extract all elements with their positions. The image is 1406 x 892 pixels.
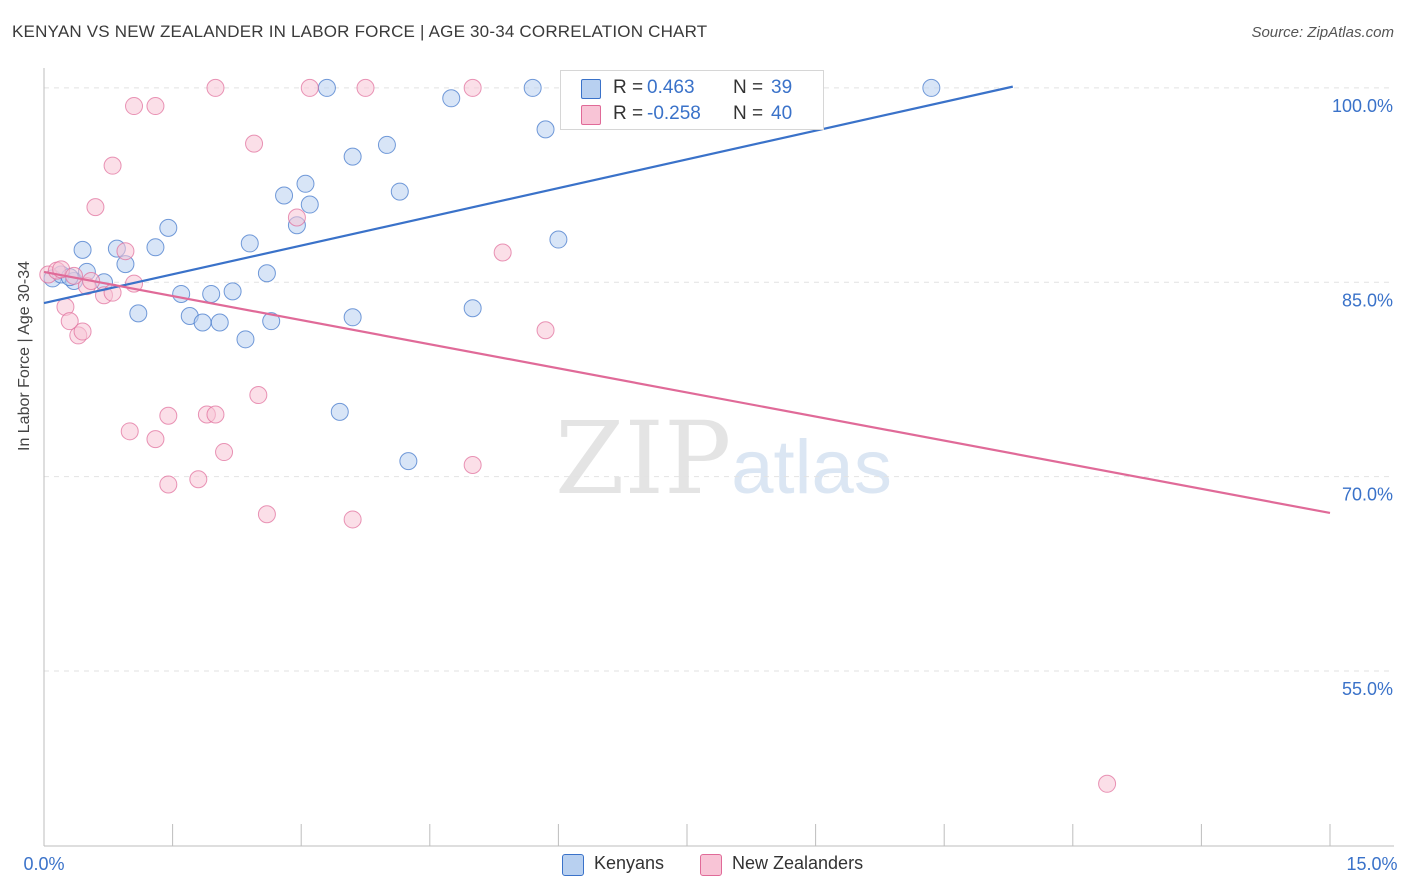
kenyan-point [536, 120, 555, 139]
kenyan-point [240, 234, 259, 253]
new-zealander-point [206, 405, 225, 424]
new-zealander-point [463, 78, 482, 97]
new-zealander-point [159, 406, 178, 425]
r-value: -0.258 [647, 103, 701, 124]
new-zealander-point [343, 510, 362, 529]
kenyan-point [159, 218, 178, 237]
watermark-atlas: atlas [731, 425, 892, 510]
new-zealander-point [257, 505, 276, 524]
kenyan-point [210, 313, 229, 332]
blue-swatch-icon [562, 854, 584, 876]
new-zealander-point [356, 78, 375, 97]
new-zealander-point [206, 78, 225, 97]
watermark-zip: ZIP [555, 400, 732, 517]
new-zealander-point [249, 386, 268, 405]
new-zealander-point [146, 430, 165, 449]
new-zealander-point [215, 443, 234, 462]
new-zealander-point [146, 97, 165, 116]
kenyan-point [73, 240, 92, 259]
kenyan-point [343, 308, 362, 327]
y-tick-label: 70.0% [1342, 485, 1393, 505]
new-zealander-point [189, 470, 208, 489]
r-value: 0.463 [647, 77, 695, 98]
x-tick-label-max: 15.0% [1346, 854, 1397, 874]
y-tick-label: 85.0% [1342, 290, 1393, 310]
new-zealander-point [536, 321, 555, 340]
legend-row-kenyans: R = 0.463 N = 39 [561, 75, 823, 101]
y-tick-label: 55.0% [1342, 679, 1393, 699]
new-zealander-point [300, 78, 319, 97]
pink-swatch-icon [700, 854, 722, 876]
kenyan-trend-line [43, 85, 1014, 305]
new-zealander-point [125, 97, 144, 116]
kenyan-point [549, 230, 568, 249]
kenyan-point [172, 284, 191, 303]
kenyan-point [922, 78, 941, 97]
legend-row-new-zealanders: R = -0.258 N = 40 [561, 101, 823, 127]
new-zealander-trend-line [43, 270, 1331, 515]
new-zealander-point [60, 312, 79, 331]
new-zealander-point [1098, 774, 1117, 793]
correlation-legend: R = 0.463 N = 39 R = -0.258 N = 40 [560, 70, 824, 130]
kenyan-point [523, 78, 542, 97]
kenyan-point [275, 186, 294, 205]
watermark: ZIPatlas [555, 400, 892, 517]
kenyan-point [330, 402, 349, 421]
new-zealander-point [287, 208, 306, 227]
kenyan-point [223, 282, 242, 301]
kenyan-point [296, 174, 315, 193]
kenyan-point [463, 299, 482, 318]
kenyan-point [236, 330, 255, 349]
kenyan-point [129, 304, 148, 323]
blue-swatch-icon [581, 79, 601, 99]
kenyan-point [146, 238, 165, 257]
kenyan-point [442, 89, 461, 108]
new-zealander-point [103, 156, 122, 175]
kenyan-point [390, 182, 409, 201]
new-zealander-point [116, 242, 135, 261]
kenyan-point [300, 195, 319, 214]
kenyan-point [202, 284, 221, 303]
r-label: R = [613, 77, 644, 98]
legend-label: Kenyans [594, 853, 665, 873]
series-legend: Kenyans New Zealanders [0, 852, 1406, 878]
chart-title: KENYAN VS NEW ZEALANDER IN LABOR FORCE |… [12, 22, 708, 41]
kenyan-point [377, 135, 396, 154]
new-zealander-point [245, 134, 264, 153]
n-value: 39 [771, 77, 793, 98]
x-tick-label-min: 0.0% [23, 854, 64, 874]
new-zealander-point [86, 198, 105, 217]
n-label: N = [733, 77, 764, 98]
legend-label: New Zealanders [732, 853, 864, 873]
pink-swatch-icon [581, 105, 601, 125]
kenyan-point [257, 264, 276, 283]
kenyan-point [343, 147, 362, 166]
new-zealander-point [159, 475, 178, 494]
kenyan-point [193, 313, 212, 332]
n-value: 40 [771, 103, 793, 124]
source-label: Source: ZipAtlas.com [1251, 24, 1394, 41]
new-zealander-point [73, 322, 92, 341]
n-label: N = [733, 103, 764, 124]
new-zealander-point [493, 243, 512, 262]
kenyan-point [317, 78, 336, 97]
y-tick-label: 100.0% [1332, 96, 1393, 116]
new-zealander-point [463, 456, 482, 475]
r-label: R = [613, 103, 644, 124]
new-zealander-point [120, 422, 139, 441]
kenyan-point [262, 312, 281, 331]
kenyan-point [399, 452, 418, 471]
